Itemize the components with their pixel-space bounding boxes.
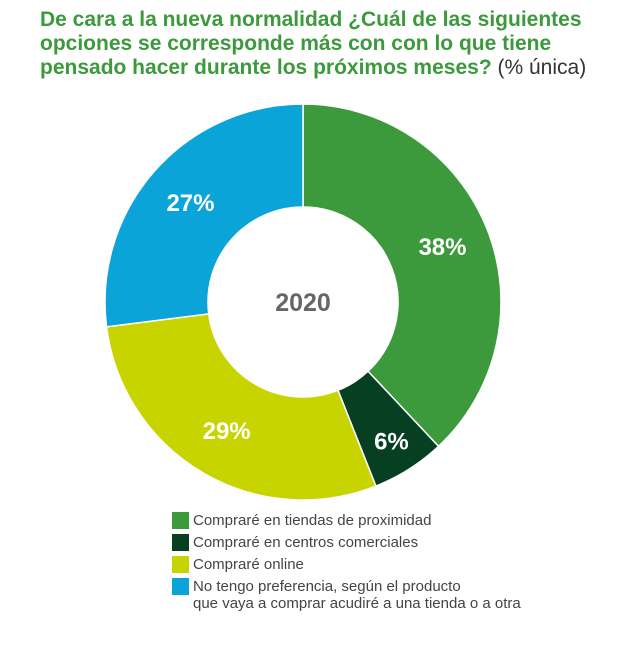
center-label: 2020 (275, 289, 331, 317)
legend-swatch (172, 556, 189, 573)
legend-label: Compraré en tiendas de proximidad (193, 512, 432, 529)
legend-swatch (172, 578, 189, 595)
slice-label-0: 38% (418, 234, 466, 261)
legend-label: Compraré online (193, 556, 304, 573)
legend-swatch (172, 534, 189, 551)
legend-item: No tengo preferencia, según el producto … (172, 578, 521, 612)
slice-label-3: 27% (166, 190, 214, 217)
slice-0 (302, 103, 502, 448)
title-text: De cara a la nueva normalidad ¿Cuál de l… (40, 8, 582, 79)
legend: Compraré en tiendas de proximidad Comprar… (172, 512, 521, 617)
slice-label-2: 29% (203, 418, 251, 445)
legend-item: Compraré online (172, 556, 521, 573)
slice-label-1: 6% (374, 428, 409, 455)
chart-title: De cara a la nueva normalidad ¿Cuál de l… (40, 8, 620, 80)
slice-3 (104, 103, 304, 328)
legend-item: Compraré en tiendas de proximidad (172, 512, 521, 529)
legend-label: No tengo preferencia, según el producto … (193, 578, 521, 612)
legend-label: Compraré en centros comerciales (193, 534, 419, 551)
legend-swatch (172, 512, 189, 529)
slice-2 (105, 313, 377, 501)
legend-item: Compraré en centros comerciales (172, 534, 521, 551)
chart-subtitle: (% única) (497, 56, 587, 79)
